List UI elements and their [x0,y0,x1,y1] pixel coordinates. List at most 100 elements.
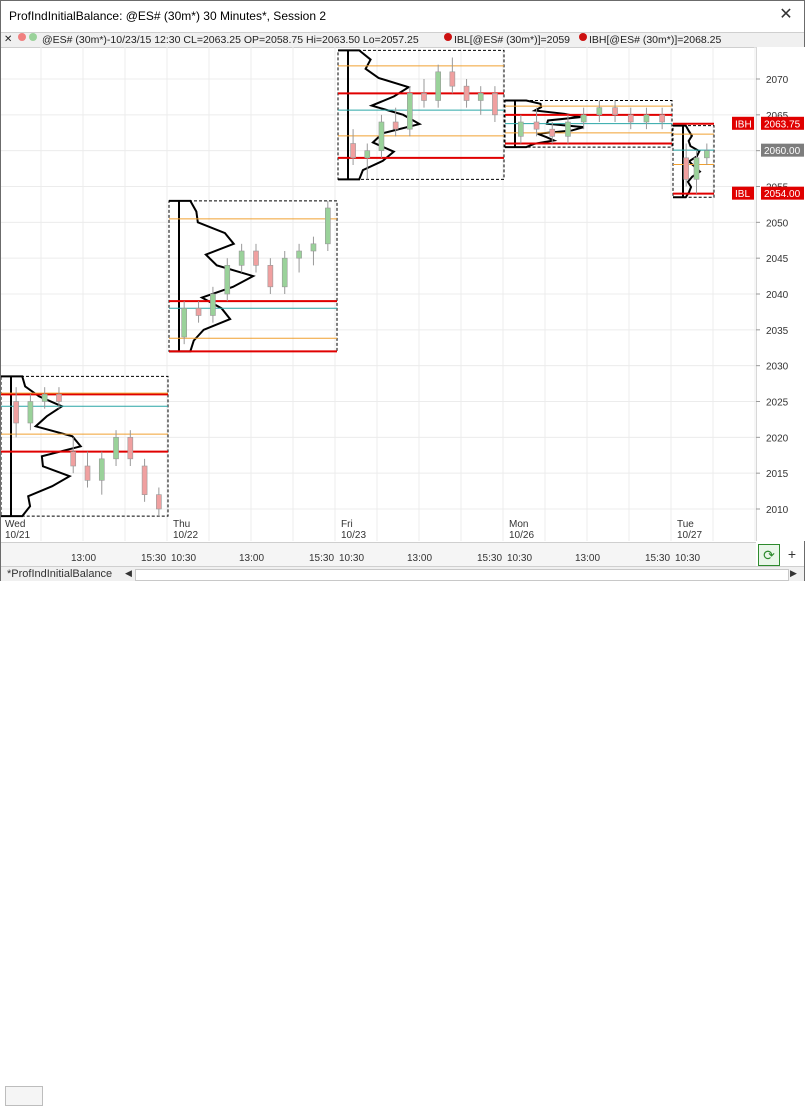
candle-body [683,157,689,180]
candle-body [41,394,48,402]
candle-body [463,85,470,101]
candle-body [281,257,288,288]
price-marker-value: 2063.75 [764,119,801,130]
close-icon[interactable]: ✕ [779,6,793,23]
candle-body [533,121,540,130]
marker-tag-label: IBL [735,189,750,200]
y-tick-label: 2070 [766,75,789,86]
refresh-icon[interactable]: ⟳ [758,544,780,566]
up-color-dot-icon [29,33,37,41]
time-label: 15:30 [309,553,335,564]
date-label: 10/26 [509,530,534,541]
day-label: Mon [509,519,528,530]
candle-body [27,401,34,424]
day-label: Fri [341,519,353,530]
price-marker [761,143,804,157]
candle-body [704,150,710,159]
session-box [1,375,169,517]
y-tick-label: 2065 [766,111,789,122]
title-bar[interactable]: ProfIndInitialBalance: @ES# (30m*) 30 Mi… [1,1,804,31]
date-label: 10/21 [5,530,30,541]
symbol-info: @ES# (30m*)-10/23/15 12:30 CL=2063.25 OP… [42,34,419,46]
price-marker [761,116,804,130]
time-label: 10:30 [339,553,365,564]
ibl-dot-icon [444,33,452,41]
candle-body [659,114,665,123]
y-tick-label: 2050 [766,218,789,229]
candle-body [518,121,524,137]
ibl-info: IBL[@ES# (30m*)]=2059 [454,34,571,46]
session-box [672,125,715,198]
candle-body [127,437,134,460]
session-box [337,49,505,180]
down-color-dot-icon [18,33,26,41]
candle-body [113,437,119,460]
candle-body [392,121,399,130]
candle-body [449,71,456,87]
y-tick-label: 2035 [766,326,789,337]
y-tick-label: 2045 [766,254,789,265]
price-marker-value: 2054.00 [764,189,801,200]
candle-body [693,157,700,180]
y-tick-label: 2020 [766,433,789,444]
price-marker [761,186,804,200]
candle-body [596,107,603,116]
date-label: 10/22 [173,530,198,541]
ibh-info: IBH[@ES# (30m*)]=2068.25 [589,34,722,46]
y-tick-label: 2010 [766,505,789,516]
scroll-left-icon[interactable]: ◀ [125,568,132,578]
time-label: 15:30 [477,553,503,564]
window-title: ProfIndInitialBalance: @ES# (30m*) 30 Mi… [9,9,327,23]
candle-body [435,71,441,101]
candle-body [13,401,19,424]
candle-body [310,243,317,252]
candle-body [612,107,618,116]
time-label: 13:00 [575,553,601,564]
price-marker-value: 2060.00 [764,146,801,157]
date-label: 10/27 [677,530,702,541]
horizontal-scrollbar[interactable] [135,569,789,581]
candle-body [238,250,245,266]
time-label: 13:00 [239,553,265,564]
candle-body [492,93,498,116]
collapse-icon[interactable]: ✕ [4,34,13,45]
y-tick-label: 2015 [766,469,789,480]
time-axis[interactable]: 13:00 15:30 10:30 13:00 15:30 10:30 13:00 15:30… [1,542,756,1106]
add-plus-icon[interactable]: + [787,546,797,562]
candle-body [421,93,427,101]
candle-body [56,394,62,402]
candle-body [224,265,231,295]
y-tick-label: 2030 [766,362,789,373]
candle-body [141,465,148,495]
data-info-bar: ✕ @ES# (30m*)-10/23/15 12:30 CL=2063.25 … [1,32,804,48]
candle-body [156,494,162,510]
day-label: Tue [677,519,694,530]
scroll-right-icon[interactable]: ▶ [790,568,797,578]
candle-body [643,114,650,123]
price-chart[interactable]: 2070206520602055205020452040203520302025… [1,47,804,541]
time-label: 13:00 [407,553,433,564]
candle-body [210,293,216,316]
marker-tag [732,116,754,130]
candle-body [84,465,91,481]
candle-body [364,150,371,159]
ibh-dot-icon [579,33,587,41]
candle-body [98,458,105,481]
candle-body [378,121,385,151]
time-label: 13:00 [71,553,97,564]
workspace-tab[interactable]: *ProfIndInitialBalance [7,568,113,580]
day-label: Wed [5,519,25,530]
candle-body [549,128,556,137]
time-label: 10:30 [171,553,197,564]
scroll-box[interactable] [5,1086,43,1106]
marker-tag-label: IBH [735,119,752,130]
candle-body [627,114,634,123]
time-label: 15:30 [645,553,671,564]
time-label: 15:30 [141,553,167,564]
candle-body [181,308,187,338]
candle-body [296,250,302,259]
candle-body [267,265,274,288]
candle-body [565,121,571,137]
day-label: Thu [173,519,190,530]
